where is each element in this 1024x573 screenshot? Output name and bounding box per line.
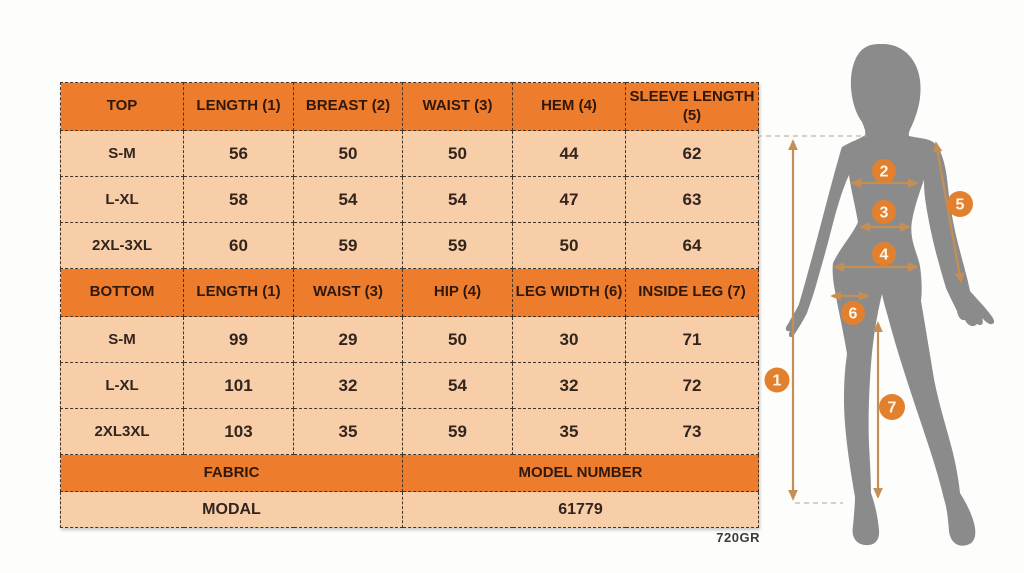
measurement-diagram: 1 2 3 4 5 6 7: [757, 44, 995, 546]
value-cell: 50: [512, 222, 626, 269]
value-cell: 73: [625, 408, 759, 455]
size-cell: S-M: [60, 316, 184, 363]
header-cell-waist: WAIST (3): [402, 82, 513, 131]
table-row: L-XL 101 32 54 32 72: [60, 362, 759, 409]
table-row: S-M 99 29 50 30 71: [60, 316, 759, 363]
value-cell: 59: [402, 408, 513, 455]
weight-note: 720GR: [716, 530, 760, 545]
svg-text:5: 5: [956, 197, 965, 214]
value-cell: 35: [512, 408, 626, 455]
marker-1: 1: [764, 367, 790, 393]
value-cell: 101: [183, 362, 294, 409]
value-cell: 59: [402, 222, 513, 269]
svg-text:1: 1: [773, 373, 782, 390]
marker-4: 4: [872, 242, 896, 266]
header-cell-length: LENGTH (1): [183, 82, 294, 131]
size-chart-table: TOP LENGTH (1) BREAST (2) WAIST (3) HEM …: [60, 82, 759, 528]
value-cell: 54: [402, 362, 513, 409]
size-cell: 2XL-3XL: [60, 222, 184, 269]
header-cell-sleeve-length: SLEEVE LENGTH (5): [625, 82, 759, 131]
model-number-value-cell: 61779: [402, 491, 759, 528]
marker-2: 2: [872, 159, 896, 183]
value-cell: 35: [293, 408, 403, 455]
header-cell-breast: BREAST (2): [293, 82, 403, 131]
value-cell: 32: [293, 362, 403, 409]
value-cell: 60: [183, 222, 294, 269]
svg-text:2: 2: [880, 164, 889, 181]
header-cell-inside-leg: INSIDE LEG (7): [625, 268, 759, 317]
footer-value-row: MODAL 61779: [60, 491, 759, 528]
header-cell-model-number: MODEL NUMBER: [402, 454, 759, 492]
female-body-silhouette: [785, 44, 995, 546]
table-row: S-M 56 50 50 44 62: [60, 130, 759, 177]
marker-5: 5: [947, 191, 973, 217]
header-cell-top: TOP: [60, 82, 184, 131]
size-cell: L-XL: [60, 176, 184, 223]
marker-3: 3: [872, 200, 896, 224]
table-row: 2XL-3XL 60 59 59 50 64: [60, 222, 759, 269]
value-cell: 30: [512, 316, 626, 363]
value-cell: 54: [293, 176, 403, 223]
header-cell-length: LENGTH (1): [183, 268, 294, 317]
value-cell: 63: [625, 176, 759, 223]
header-cell-waist: WAIST (3): [293, 268, 403, 317]
value-cell: 56: [183, 130, 294, 177]
value-cell: 71: [625, 316, 759, 363]
value-cell: 50: [293, 130, 403, 177]
table-row: L-XL 58 54 54 47 63: [60, 176, 759, 223]
table-row: 2XL3XL 103 35 59 35 73: [60, 408, 759, 455]
size-cell: S-M: [60, 130, 184, 177]
footer-header-row: FABRIC MODEL NUMBER: [60, 454, 759, 492]
arrow-sleeve-5: [932, 141, 965, 284]
header-cell-fabric: FABRIC: [60, 454, 403, 492]
size-cell: L-XL: [60, 362, 184, 409]
value-cell: 47: [512, 176, 626, 223]
value-cell: 44: [512, 130, 626, 177]
value-cell: 54: [402, 176, 513, 223]
size-cell: 2XL3XL: [60, 408, 184, 455]
header-cell-leg-width: LEG WIDTH (6): [512, 268, 626, 317]
bottom-header-row: BOTTOM LENGTH (1) WAIST (3) HIP (4) LEG …: [60, 268, 759, 317]
top-header-row: TOP LENGTH (1) BREAST (2) WAIST (3) HEM …: [60, 82, 759, 131]
svg-text:7: 7: [888, 400, 897, 417]
value-cell: 32: [512, 362, 626, 409]
value-cell: 58: [183, 176, 294, 223]
svg-text:4: 4: [880, 247, 889, 264]
value-cell: 99: [183, 316, 294, 363]
value-cell: 62: [625, 130, 759, 177]
header-cell-bottom: BOTTOM: [60, 268, 184, 317]
marker-6: 6: [841, 301, 865, 325]
marker-7: 7: [879, 394, 905, 420]
value-cell: 103: [183, 408, 294, 455]
value-cell: 29: [293, 316, 403, 363]
svg-text:3: 3: [880, 205, 889, 222]
fabric-value-cell: MODAL: [60, 491, 403, 528]
value-cell: 72: [625, 362, 759, 409]
value-cell: 59: [293, 222, 403, 269]
value-cell: 64: [625, 222, 759, 269]
header-cell-hip: HIP (4): [402, 268, 513, 317]
value-cell: 50: [402, 130, 513, 177]
svg-text:6: 6: [849, 306, 858, 323]
header-cell-hem: HEM (4): [512, 82, 626, 131]
value-cell: 50: [402, 316, 513, 363]
